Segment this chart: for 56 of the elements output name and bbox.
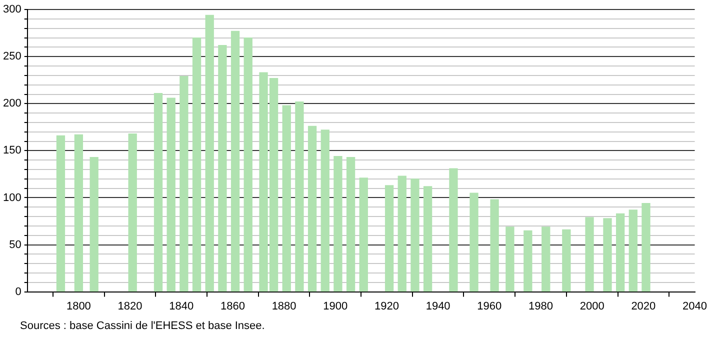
y-tick-label: 50 <box>9 238 22 251</box>
bar <box>154 92 163 292</box>
bar <box>346 156 356 292</box>
bar <box>642 203 650 292</box>
bar <box>506 226 514 292</box>
x-tick-label: 1860 <box>220 300 245 312</box>
y-tick-label: 0 <box>15 286 22 298</box>
bar <box>585 217 594 292</box>
bar <box>218 45 227 292</box>
bar <box>616 213 625 292</box>
bar <box>628 210 638 292</box>
bar <box>423 186 432 292</box>
x-tick-label: 2000 <box>580 300 604 312</box>
y-tick-label: 100 <box>2 192 22 204</box>
x-tick-label: 1960 <box>477 300 502 312</box>
bar <box>166 98 176 292</box>
bar <box>334 156 342 292</box>
y-tick-label: 150 <box>2 144 22 157</box>
bar <box>384 185 394 292</box>
bar <box>192 37 202 292</box>
bar <box>449 168 458 292</box>
bar <box>128 133 137 292</box>
bar <box>282 105 291 292</box>
y-tick-label: 200 <box>2 98 22 110</box>
bar <box>244 37 252 292</box>
x-tick-label: 1800 <box>66 300 91 312</box>
bar <box>398 176 406 292</box>
y-tick-label: 250 <box>2 50 22 63</box>
bar <box>205 14 214 292</box>
bar <box>562 229 571 292</box>
bar <box>74 134 84 292</box>
bar <box>308 126 317 292</box>
x-tick-label: 1980 <box>528 300 553 312</box>
bar <box>470 192 478 292</box>
bar <box>542 226 550 292</box>
bar <box>320 130 330 292</box>
x-tick-label: 2020 <box>631 300 656 312</box>
bar <box>524 230 532 292</box>
x-tick-label: 1840 <box>169 300 194 312</box>
bar <box>295 101 304 292</box>
bar <box>180 76 188 292</box>
x-tick-label: 1940 <box>426 300 450 312</box>
bar <box>603 218 612 292</box>
bar <box>490 199 499 292</box>
x-tick-label: 1920 <box>374 300 399 312</box>
bar <box>56 135 66 292</box>
source-note: Sources : base Cassini de l'EHESS et base Insee. <box>20 320 266 332</box>
x-tick-label: 1880 <box>272 300 296 312</box>
bar <box>410 178 420 292</box>
bar <box>230 30 240 292</box>
x-tick-label: 2040 <box>682 300 708 312</box>
bar <box>359 178 368 292</box>
x-tick-label: 1900 <box>323 300 348 312</box>
y-tick-label: 300 <box>2 4 22 16</box>
bar <box>90 156 98 292</box>
x-tick-label: 1820 <box>118 300 142 312</box>
